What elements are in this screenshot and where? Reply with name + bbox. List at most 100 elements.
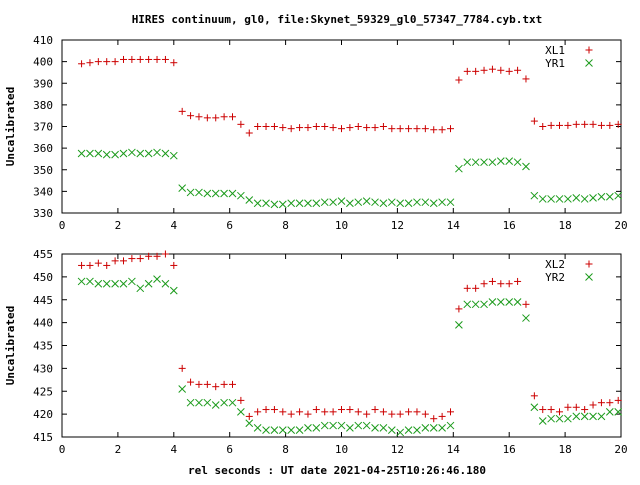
data-point — [606, 121, 614, 129]
x-tick-label: 4 — [170, 443, 177, 456]
data-point — [220, 380, 228, 388]
data-point — [505, 67, 513, 75]
data-point — [195, 188, 203, 197]
data-point — [312, 406, 320, 414]
data-point — [455, 305, 463, 313]
data-point — [480, 280, 488, 288]
data-point — [77, 277, 86, 286]
y-axis-label: Uncalibrated — [4, 87, 17, 166]
data-point — [338, 125, 345, 133]
data-point — [413, 408, 421, 416]
data-point — [547, 406, 555, 414]
data-point — [522, 75, 530, 83]
data-point — [354, 421, 363, 430]
data-point — [211, 401, 220, 409]
data-point — [564, 121, 572, 129]
data-point — [94, 259, 102, 267]
x-tick-label: 12 — [391, 219, 404, 232]
data-point — [539, 406, 547, 414]
y-tick-label: 445 — [33, 294, 53, 307]
y-tick-label: 425 — [33, 385, 53, 398]
data-point — [472, 67, 480, 75]
data-point — [572, 412, 581, 421]
data-point — [421, 198, 430, 207]
data-point — [538, 195, 547, 203]
data-point — [480, 158, 488, 167]
data-point — [145, 55, 153, 63]
y-tick-label: 330 — [33, 207, 53, 220]
data-point — [212, 114, 220, 122]
data-point — [312, 199, 321, 208]
data-point — [153, 148, 161, 157]
data-point — [564, 403, 572, 411]
data-point — [321, 123, 329, 130]
data-point — [505, 298, 514, 306]
data-point — [463, 158, 472, 167]
data-point — [287, 199, 296, 208]
data-point — [572, 120, 580, 128]
x-tick-label: 16 — [503, 219, 516, 232]
data-point — [354, 408, 362, 416]
y-tick-label: 350 — [33, 164, 53, 177]
data-point — [237, 120, 245, 128]
data-point — [446, 421, 455, 430]
data-point — [195, 113, 203, 121]
data-point — [203, 380, 211, 388]
data-point — [597, 192, 606, 201]
data-point — [169, 286, 178, 295]
data-point — [178, 184, 187, 192]
data-point — [270, 123, 278, 130]
x-tick-label: 20 — [614, 443, 627, 456]
y-tick-label: 390 — [33, 77, 53, 90]
data-point — [514, 277, 522, 285]
data-point — [438, 412, 446, 420]
y-tick-label: 400 — [33, 56, 53, 69]
data-point — [296, 124, 304, 132]
data-point — [388, 125, 396, 133]
series-XL1 — [78, 55, 622, 137]
legend-marker — [585, 273, 593, 281]
data-point — [228, 113, 236, 121]
x-tick-label: 10 — [335, 443, 348, 456]
data-point — [496, 298, 505, 306]
data-point — [354, 123, 362, 130]
data-point — [337, 197, 346, 205]
data-point — [346, 406, 354, 414]
data-point — [522, 314, 530, 322]
data-point — [170, 59, 178, 67]
data-point — [405, 408, 413, 416]
data-point — [387, 198, 396, 207]
data-point — [228, 380, 236, 388]
series-YR2 — [77, 275, 623, 437]
data-point — [312, 123, 320, 130]
data-point — [363, 410, 371, 418]
y-tick-label: 340 — [33, 185, 53, 198]
data-point — [128, 255, 136, 263]
data-point — [589, 412, 597, 421]
data-point — [572, 403, 580, 411]
x-tick-label: 2 — [115, 219, 122, 232]
x-tick-label: 16 — [503, 443, 516, 456]
data-point — [538, 417, 547, 425]
data-point — [530, 117, 538, 125]
data-point — [186, 398, 195, 407]
y-tick-label: 455 — [33, 248, 53, 261]
data-point — [371, 406, 379, 414]
data-point — [287, 125, 295, 133]
data-point — [463, 67, 471, 75]
data-point — [228, 189, 237, 198]
data-point — [254, 123, 262, 130]
data-point — [471, 300, 480, 309]
data-point — [212, 383, 220, 391]
data-point — [438, 423, 446, 432]
data-point — [78, 261, 86, 269]
data-point — [203, 398, 212, 407]
data-point — [329, 408, 337, 416]
data-point — [94, 58, 102, 66]
data-point — [371, 423, 379, 432]
data-point — [136, 149, 145, 158]
data-point — [404, 199, 413, 208]
data-point — [128, 277, 136, 286]
data-point — [472, 284, 480, 292]
